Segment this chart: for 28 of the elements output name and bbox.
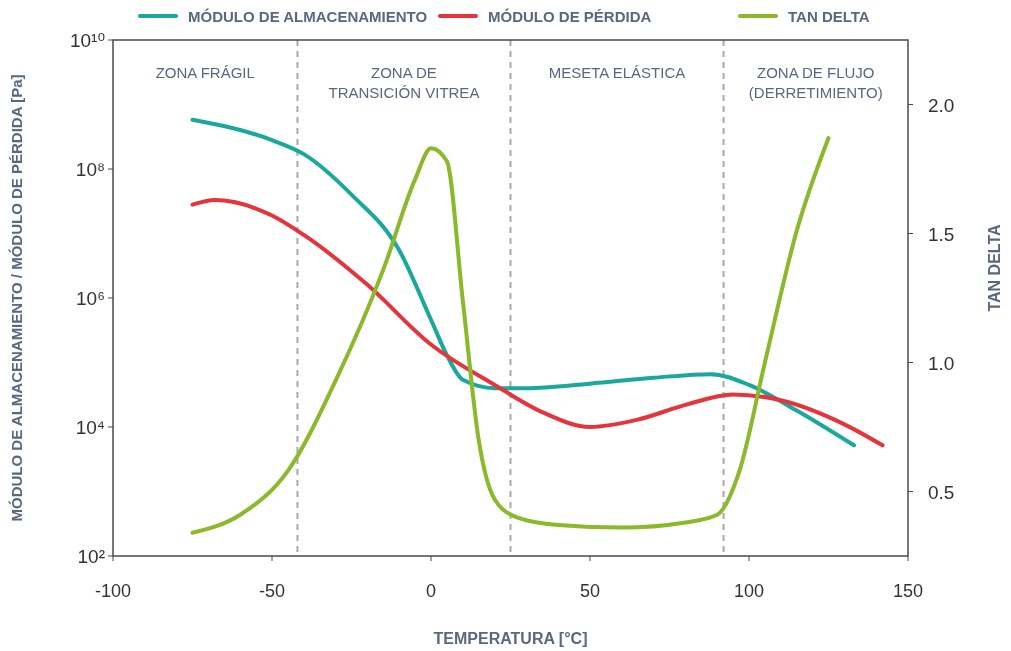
x-tick-label: -100 <box>94 581 132 601</box>
legend-label: TAN DELTA <box>788 8 870 25</box>
x-tick-label: 50 <box>579 581 601 601</box>
annotation: ZONA FRÁGIL <box>155 64 255 81</box>
line-series <box>190 198 885 448</box>
y2-axis-title: TAN DELTA <box>986 224 1003 312</box>
y2-tick-label: 0.5 <box>928 481 955 503</box>
legend-label: MÓDULO DE PÉRDIDA <box>488 8 652 25</box>
x-tick-label: -50 <box>258 581 286 601</box>
legend-label: MÓDULO DE ALMACENAMIENTO <box>188 8 428 25</box>
x-axis-title: TEMPERATURA [°C] <box>433 630 588 647</box>
y-tick-label: 10¹⁰ <box>69 30 105 51</box>
x-tick-label: 150 <box>892 581 924 601</box>
y-tick-label: 10⁸ <box>75 159 105 180</box>
y2-tick-label: 2.0 <box>928 94 955 116</box>
annotation: ZONA DE FLUJO (DERRETIMIENTO) <box>748 64 883 101</box>
y-tick-label: 10⁶ <box>76 288 105 309</box>
line-series <box>190 136 831 535</box>
x-tick-label: 100 <box>733 581 765 601</box>
y2-tick-label: 1.5 <box>928 223 955 245</box>
annotation: ZONA DE TRANSICIÓN VITREA <box>328 64 480 101</box>
x-tick-label: 0 <box>425 581 437 601</box>
y-axis-title: MÓDULO DE ALMACENAMIENTO / MÓDULO DE PÉRDIDA [Pa] <box>8 74 25 522</box>
y2-tick-label: 1.0 <box>928 352 955 374</box>
y-tick-label: 10⁴ <box>75 417 105 438</box>
line-series <box>190 117 856 448</box>
annotation: MESETA ELÁSTICA <box>548 64 686 81</box>
y-tick-label: 10² <box>77 546 105 567</box>
